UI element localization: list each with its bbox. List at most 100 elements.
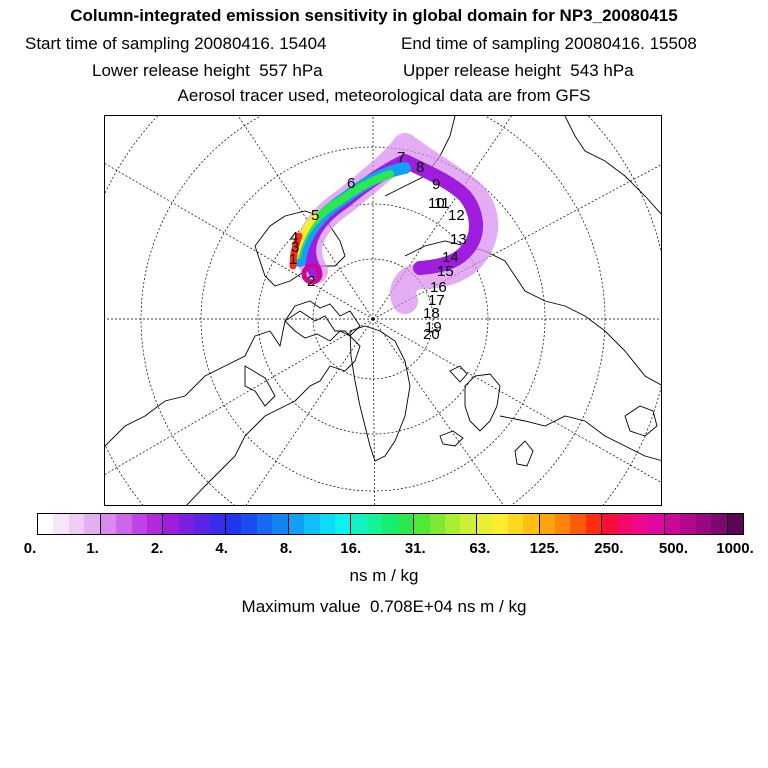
colorbar-swatch <box>444 514 461 534</box>
colorbar-tick-label: 63. <box>469 540 491 557</box>
colorbar-swatch <box>38 514 54 534</box>
colorbar-swatch <box>523 514 540 534</box>
start-time-label: Start time of sampling <box>25 34 190 53</box>
colorbar-swatch <box>617 514 634 534</box>
colorbar-swatch <box>680 514 696 534</box>
colorbar-swatch <box>131 514 147 534</box>
colorbar-swatch <box>241 514 257 534</box>
traj-label-11: 11 <box>434 195 450 212</box>
traj-label-4: 4 <box>290 229 298 246</box>
plume-core <box>301 263 323 285</box>
colorbar-swatch <box>727 514 743 534</box>
traj-label-10: 10 <box>428 195 445 212</box>
colorbar-tick-label: 250. <box>594 540 624 557</box>
traj-label-17: 17 <box>428 292 445 309</box>
colorbar-swatch <box>319 514 336 534</box>
colorbar-tick-label: 500. <box>658 540 689 557</box>
coast-east-asia <box>564 116 661 215</box>
end-time-label: End time of sampling <box>401 34 560 53</box>
coast-scandinavia <box>464 373 501 432</box>
colorbar-swatch <box>711 514 728 534</box>
traj-label-19: 19 <box>425 319 442 336</box>
colorbar-swatch <box>116 514 132 534</box>
traj-label-16: 16 <box>430 279 447 296</box>
colorbar-swatch <box>256 514 273 534</box>
traj-label-6: 6 <box>347 175 355 192</box>
meridian <box>372 318 661 483</box>
colorbar-swatch <box>382 514 398 534</box>
colorbar-swatch <box>695 514 712 534</box>
colorbar-swatch <box>351 514 367 534</box>
coast-caspian-region <box>624 405 658 437</box>
traj-label-2: 2 <box>307 273 315 290</box>
coast-siberia <box>404 240 661 386</box>
traj-label-9: 9 <box>432 176 440 193</box>
meridian <box>372 164 661 320</box>
traj-label-7: 7 <box>397 149 405 166</box>
info-line: Aerosol tracer used, meteorological data… <box>177 86 591 105</box>
colorbar-tick-label: 16. <box>340 540 362 557</box>
end-time-value: 20080416. 15508 <box>564 34 697 53</box>
meridian <box>105 163 374 320</box>
colorbar-swatch <box>272 514 289 534</box>
colorbar-swatch <box>633 514 649 534</box>
colorbar-tick-label: 2. <box>150 540 164 557</box>
colorbar-swatch <box>100 514 117 534</box>
colorbar-swatch <box>648 514 665 534</box>
colorbar-swatch <box>194 514 210 534</box>
colorbar-swatch <box>366 514 383 534</box>
coast-hudson-bay <box>244 365 276 407</box>
coast-greenland <box>349 325 411 462</box>
colorbar-tick-label: 4. <box>215 540 228 557</box>
coast-svalbard <box>449 365 468 383</box>
colorbar-swatch <box>414 514 430 534</box>
colorbar-swatch <box>397 514 415 534</box>
colorbar-tick-label: 8. <box>279 540 293 557</box>
traj-label-3: 3 <box>291 239 299 256</box>
traj-label-15: 15 <box>437 263 454 280</box>
colorbar-tick-label: 1. <box>86 540 99 557</box>
coast-north-america <box>105 310 361 505</box>
colorbar-swatch <box>585 514 603 534</box>
lower-height-value: 557 hPa <box>259 61 323 80</box>
colorbar-swatch <box>492 514 508 534</box>
colorbar-swatch <box>288 514 305 534</box>
colorbar-swatch <box>507 514 524 534</box>
colorbar-swatch <box>335 514 352 534</box>
coastlines <box>105 116 661 505</box>
colorbar-swatch <box>146 514 164 534</box>
colorbar-swatch <box>602 514 618 534</box>
colorbar-tick-label: 0. <box>23 540 37 557</box>
colorbar-tick-label: 31. <box>404 540 426 557</box>
meridian <box>105 318 374 475</box>
colorbar-unit: ns m / kg <box>349 566 419 585</box>
colorbar-swatch <box>226 514 242 534</box>
colorbar-swatch <box>68 514 85 534</box>
meridian <box>372 318 504 505</box>
colorbar-swatch <box>554 514 571 534</box>
maximum-value-label: Maximum value <box>241 597 361 616</box>
traj-label-14: 14 <box>442 249 459 266</box>
colorbar-tick-label: 1000. <box>716 540 754 557</box>
traj-label-13: 13 <box>450 231 467 248</box>
lower-release-height: Lower release height 557 hPa <box>92 61 323 81</box>
colorbar-swatch <box>84 514 101 534</box>
coast-alaska <box>254 210 346 287</box>
colorbar-swatch <box>664 514 681 534</box>
meridian <box>237 116 374 320</box>
plume-red <box>289 232 303 270</box>
colorbar-swatch <box>163 514 179 534</box>
end-time: End time of sampling 20080416. 15508 <box>401 34 697 54</box>
start-time: Start time of sampling 20080416. 15404 <box>25 34 327 54</box>
plot-title: Column-integrated emission sensitivity i… <box>70 6 678 25</box>
traj-label-8: 8 <box>416 159 424 176</box>
maximum-value-number: 0.708E+04 ns m / kg <box>370 597 527 616</box>
upper-height-label: Upper release height <box>403 61 561 80</box>
map-panel: 1 2 3 4 5 6 7 8 9 10 11 12 13 14 15 16 1… <box>104 115 662 506</box>
colorbar-swatch <box>460 514 477 534</box>
colorbar-swatch <box>539 514 555 534</box>
upper-height-value: 543 hPa <box>570 61 634 80</box>
colorbar-tick-label: 125. <box>529 540 559 557</box>
colorbar-swatch <box>476 514 493 534</box>
traj-label-20: 20 <box>423 326 440 343</box>
